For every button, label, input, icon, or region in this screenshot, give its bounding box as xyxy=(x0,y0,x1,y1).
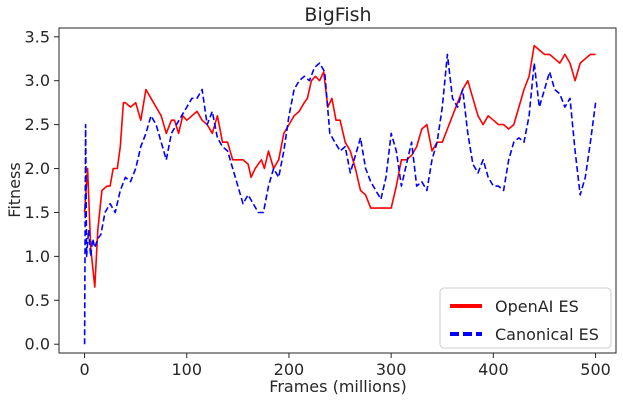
x-axis-ticks: 0 100 200 300 400 500 xyxy=(79,353,611,379)
chart-title: BigFish xyxy=(304,4,371,26)
x-tick-label: 500 xyxy=(580,360,611,379)
y-tick-label: 2.5 xyxy=(25,115,50,134)
x-tick-label: 100 xyxy=(171,360,202,379)
openai-es-line xyxy=(83,44,596,288)
x-tick-label: 200 xyxy=(274,360,305,379)
canonical-es-line xyxy=(83,53,597,345)
legend-label-openai-es: OpenAI ES xyxy=(495,297,579,316)
y-tick-label: 1.5 xyxy=(25,203,50,222)
legend-label-canonical-es: Canonical ES xyxy=(495,325,599,344)
x-tick-label: 400 xyxy=(478,360,509,379)
y-axis-label: Fitness xyxy=(5,162,24,217)
legend-box xyxy=(439,287,612,349)
y-tick-label: 3.0 xyxy=(25,71,50,90)
x-axis-label: Frames (millions) xyxy=(269,377,406,396)
y-tick-label: 2.0 xyxy=(25,159,50,178)
y-tick-label: 0.0 xyxy=(25,335,50,354)
y-tick-label: 0.5 xyxy=(25,291,50,310)
x-tick-label: 300 xyxy=(376,360,407,379)
x-tick-label: 0 xyxy=(79,360,89,379)
y-tick-label: 3.5 xyxy=(25,27,50,46)
series-layer xyxy=(83,44,597,345)
y-axis-ticks: 0.0 0.5 1.0 1.5 2.0 2.5 3.0 3.5 xyxy=(25,27,59,354)
y-tick-label: 1.0 xyxy=(25,247,50,266)
legend: OpenAI ES Canonical ES xyxy=(439,287,612,349)
plot-frame xyxy=(58,27,617,354)
